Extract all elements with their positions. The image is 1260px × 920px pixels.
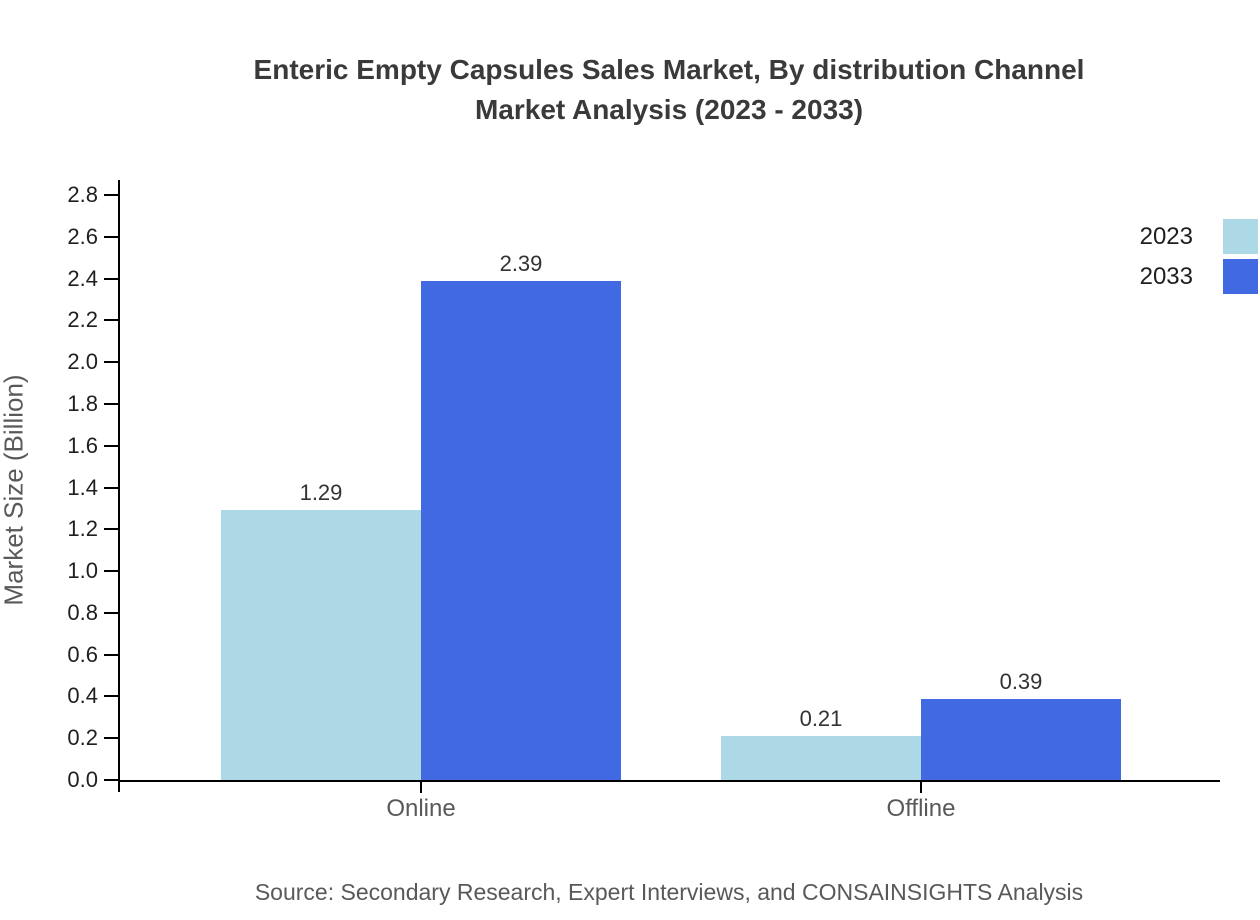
y-tick-mark (104, 486, 118, 489)
y-tick-mark (104, 361, 118, 364)
legend-label-2023: 2023 (1139, 222, 1193, 250)
bar-value-label: 0.39 (999, 668, 1043, 694)
y-tick-label: 1.4 (67, 474, 98, 500)
x-tick-mark (920, 780, 922, 793)
legend-swatch-2033-icon (1223, 259, 1258, 294)
x-tick-mark (420, 780, 422, 793)
chart-title: Enteric Empty Capsules Sales Market, By … (78, 50, 1260, 130)
y-tick-mark (104, 528, 118, 531)
y-tick-mark (104, 737, 118, 740)
legend-swatch-2023-icon (1223, 219, 1258, 254)
x-category-label-online: Online (386, 795, 456, 822)
legend-item-2033: 2033 (1140, 259, 1258, 294)
legend-label-2033: 2033 (1139, 262, 1193, 290)
y-axis-line-tail (118, 780, 120, 792)
y-tick-mark (104, 235, 118, 238)
y-tick-label: 0.6 (67, 641, 98, 667)
y-tick-mark (104, 611, 118, 614)
plot-area: 0.0 0.2 0.4 0.6 0.8 1.0 1.2 1.4 1.6 1.8 2.0 2.2 2.4 2… (67, 180, 1220, 822)
y-tick-label: 1.6 (67, 432, 98, 458)
bar-offline-2023 (721, 736, 921, 780)
y-tick-label: 2.8 (67, 182, 98, 207)
x-category-label-offline: Offline (886, 795, 956, 822)
legend: 2023 2033 (1140, 219, 1258, 294)
y-tick-mark (104, 779, 118, 781)
y-tick-mark (104, 402, 118, 405)
y-tick-label: 1.0 (67, 558, 98, 584)
y-tick-mark (104, 653, 118, 656)
y-tick-label: 0.4 (67, 683, 98, 709)
y-tick-label: 2.0 (67, 349, 98, 375)
bar-value-label: 1.29 (299, 480, 343, 506)
chart-title-line2: Market Analysis (2023 - 2033) (474, 94, 864, 125)
y-tick-label: 1.8 (67, 390, 98, 416)
y-tick-mark (104, 570, 118, 573)
y-tick-mark (104, 444, 118, 447)
y-tick-label: 0.8 (67, 599, 98, 625)
bar-online-2033 (421, 280, 621, 780)
y-tick-label: 2.2 (67, 307, 98, 333)
bar-value-label: 0.21 (799, 706, 843, 732)
bar-value-label: 2.39 (499, 250, 543, 276)
y-tick-mark (104, 319, 118, 322)
bar-online-2023 (221, 510, 421, 780)
y-tick-label: 2.4 (67, 265, 98, 291)
y-tick-mark (104, 695, 118, 698)
y-tick-label: 1.2 (67, 516, 98, 542)
y-tick-mark (104, 194, 118, 196)
chart-title-line1: Enteric Empty Capsules Sales Market, By … (253, 54, 1085, 85)
y-tick-label: 0.0 (67, 767, 98, 792)
source-attribution: Source: Secondary Research, Expert Inter… (254, 879, 1084, 905)
y-tick-label: 2.6 (67, 223, 98, 249)
y-tick-label: 0.2 (67, 725, 98, 751)
y-tick-mark (104, 277, 118, 280)
bar-offline-2033 (921, 698, 1121, 780)
legend-item-2023: 2023 (1140, 219, 1258, 254)
